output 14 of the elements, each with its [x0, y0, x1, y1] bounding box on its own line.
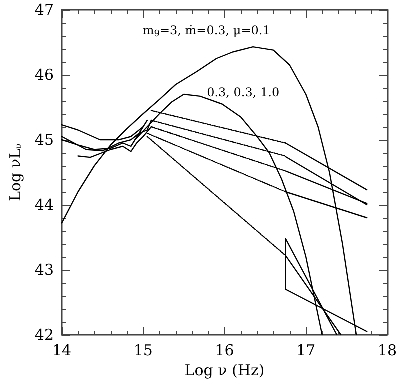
x-axis-title: Log ν (Hz)	[184, 362, 265, 380]
y-tick-label: 45	[34, 131, 54, 149]
x-tick-label: 14	[52, 342, 72, 360]
x-tick-label: 18	[378, 342, 398, 360]
y-tick-label: 46	[34, 66, 54, 84]
y-tick-label: 42	[34, 326, 54, 344]
x-tick-label: 15	[134, 342, 153, 360]
y-tick-label: 43	[34, 261, 54, 279]
y-axis-title: Log νLν	[6, 144, 25, 202]
y-tick-label: 44	[34, 196, 54, 214]
y-tick-label: 47	[34, 1, 54, 19]
annotation: 0.3, 0.3, 1.0	[207, 85, 280, 100]
x-tick-label: 16	[215, 342, 234, 360]
x-tick-label: 17	[296, 342, 316, 360]
